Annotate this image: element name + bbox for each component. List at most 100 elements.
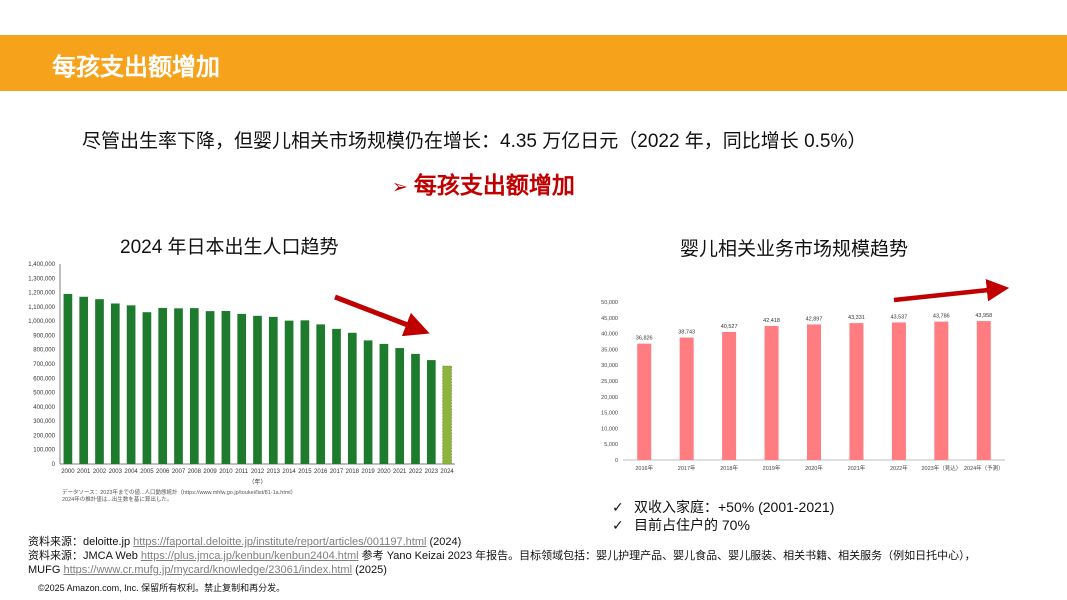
data-label: 43,786 [933, 314, 950, 320]
y-tick-label: 1,000,000 [28, 319, 55, 325]
bar [174, 308, 183, 464]
title-bar: 每孩支出额增加 [0, 35, 1067, 91]
bar [142, 312, 152, 464]
x-tick-label: 2019 [361, 469, 375, 475]
x-tick-label: 2018年 [720, 464, 738, 472]
y-tick-label: 1,300,000 [28, 276, 55, 282]
source-link[interactable]: https://plus.jmca.jp/kenbun/kenbun2404.h… [140, 550, 359, 562]
y-tick-label: 1,100,000 [28, 305, 55, 311]
y-tick-label: 20,000 [601, 395, 618, 401]
bar [679, 337, 694, 460]
note-line: 2024年の推計値は...出生数を基に算出した。 [62, 497, 173, 503]
x-tick-label: 2007 [172, 469, 186, 475]
x-tick-label: 2019年 [763, 464, 781, 472]
source-link[interactable]: https://www.cr.mufg.jp/mycard/knowledge/… [63, 564, 353, 576]
x-tick-label: 2021 [393, 469, 407, 475]
x-tick-label: 2017 [330, 469, 344, 475]
x-tick-label: 2024年（予測） [964, 464, 1004, 472]
bar [934, 321, 949, 460]
birth-chart-title: 2024 年日本出生人口趋势 [120, 237, 339, 258]
y-tick-label: 45,000 [601, 316, 618, 322]
x-tick-label: 2005 [140, 469, 154, 475]
bar [806, 324, 822, 460]
bar [300, 320, 310, 464]
y-tick-label: 15,000 [601, 411, 618, 417]
bar [395, 348, 405, 464]
bar [379, 343, 389, 464]
x-tick-label: 2013 [267, 469, 281, 475]
note-line: データソース：2023年までの値...人口動態統計（https://www.mh… [62, 490, 297, 496]
x-tick-label: 2022 [409, 469, 423, 475]
y-tick-label: 35,000 [601, 347, 618, 353]
bar [221, 310, 231, 464]
copyright-notice: ©2025 Amazon.com, Inc. 保留所有权利。禁止复制和再分发。 [38, 583, 286, 593]
x-tick-label: 2024 [440, 469, 454, 475]
y-tick-label: 300,000 [33, 419, 55, 425]
x-tick-label: 2021年 [848, 464, 866, 472]
y-tick-label: 400,000 [33, 405, 55, 411]
x-tick-label: 2000 [61, 469, 75, 475]
x-tick-label: 2016年 [635, 464, 653, 472]
y-tick-label: 5,000 [604, 442, 618, 448]
y-tick-label: 700,000 [33, 362, 55, 368]
bar [110, 303, 120, 464]
data-label: 43,537 [890, 314, 907, 320]
source-suffix: (2025) [352, 564, 387, 576]
bar [189, 308, 199, 464]
x-tick-label: 2020年 [805, 464, 823, 472]
source-line: 资料来源：deloitte.jp https://faportal.deloit… [28, 535, 1058, 549]
bar [976, 321, 991, 460]
x-tick-label: 2008 [188, 469, 202, 475]
sources-block: 资料来源：deloitte.jp https://faportal.deloit… [28, 535, 1058, 577]
data-label: 43,331 [848, 315, 865, 321]
source-label: 资料来源：deloitte.jp [28, 536, 134, 548]
bar [253, 315, 262, 464]
bullet-item: ✓ 双收入家庭：+50% (2001-2021) [612, 498, 834, 516]
highlight-heading: ➢ 每孩支出额增加 [392, 166, 575, 200]
source-line: MUFG https://www.cr.mufg.jp/mycard/knowl… [28, 563, 1058, 577]
y-tick-label: 30,000 [601, 363, 618, 369]
y-tick-label: 40,000 [601, 332, 618, 338]
x-tick-label: 2023年（見込） [921, 464, 961, 472]
x-tick-label: 2010 [219, 469, 233, 475]
y-tick-label: 1,200,000 [28, 291, 55, 297]
y-tick-label: 800,000 [33, 348, 55, 354]
y-tick-label: 25,000 [601, 379, 618, 385]
y-tick-label: 1,400,000 [28, 262, 55, 268]
slide-title: 每孩支出额增加 [52, 54, 220, 81]
x-tick-label: 2002 [93, 469, 107, 475]
bar [442, 365, 452, 465]
y-tick-label: 100,000 [33, 448, 55, 454]
x-tick-label: 2020 [377, 469, 391, 475]
subtitle-text: 尽管出生率下降，但婴儿相关市场规模仍在增长：4.35 万亿日元（2022 年，同… [82, 131, 867, 152]
data-label: 43,958 [975, 313, 992, 319]
bar [95, 299, 104, 464]
y-tick-label: 0 [615, 458, 618, 464]
bar [316, 324, 326, 464]
y-tick-label: 200,000 [33, 433, 55, 439]
source-link[interactable]: https://faportal.deloitte.jp/institute/r… [133, 536, 427, 548]
bar [849, 323, 864, 460]
bar [237, 313, 247, 464]
left-chart-source-note: データソース：2023年までの値...人口動態統計（https://www.mh… [62, 490, 296, 504]
source-suffix: 参考 Yano Keizai 2023 年报告。目标领域包括：婴儿护理产品、婴儿… [358, 550, 976, 562]
bar [411, 353, 420, 464]
bar [891, 322, 906, 460]
data-label: 42,418 [763, 318, 780, 324]
x-tick-label: 2018 [346, 469, 360, 475]
bar [332, 328, 341, 464]
source-label: 资料来源：JMCA Web [28, 550, 141, 562]
market-chart-title: 婴儿相关业务市场规模趋势 [680, 239, 909, 260]
x-tick-label: 2006 [156, 469, 170, 475]
bar [63, 293, 73, 464]
bar [363, 340, 373, 464]
data-label: 40,527 [721, 324, 738, 330]
bullet-text: 双收入家庭：+50% (2001-2021) [634, 499, 835, 515]
x-tick-label: 2023 [425, 469, 439, 475]
bar [126, 305, 136, 464]
source-suffix: (2024) [426, 536, 462, 548]
y-tick-label: 50,000 [601, 300, 618, 306]
x-tick-label: 2014 [282, 469, 296, 475]
y-tick-label: 500,000 [33, 391, 55, 397]
y-tick-label: 600,000 [33, 376, 55, 382]
